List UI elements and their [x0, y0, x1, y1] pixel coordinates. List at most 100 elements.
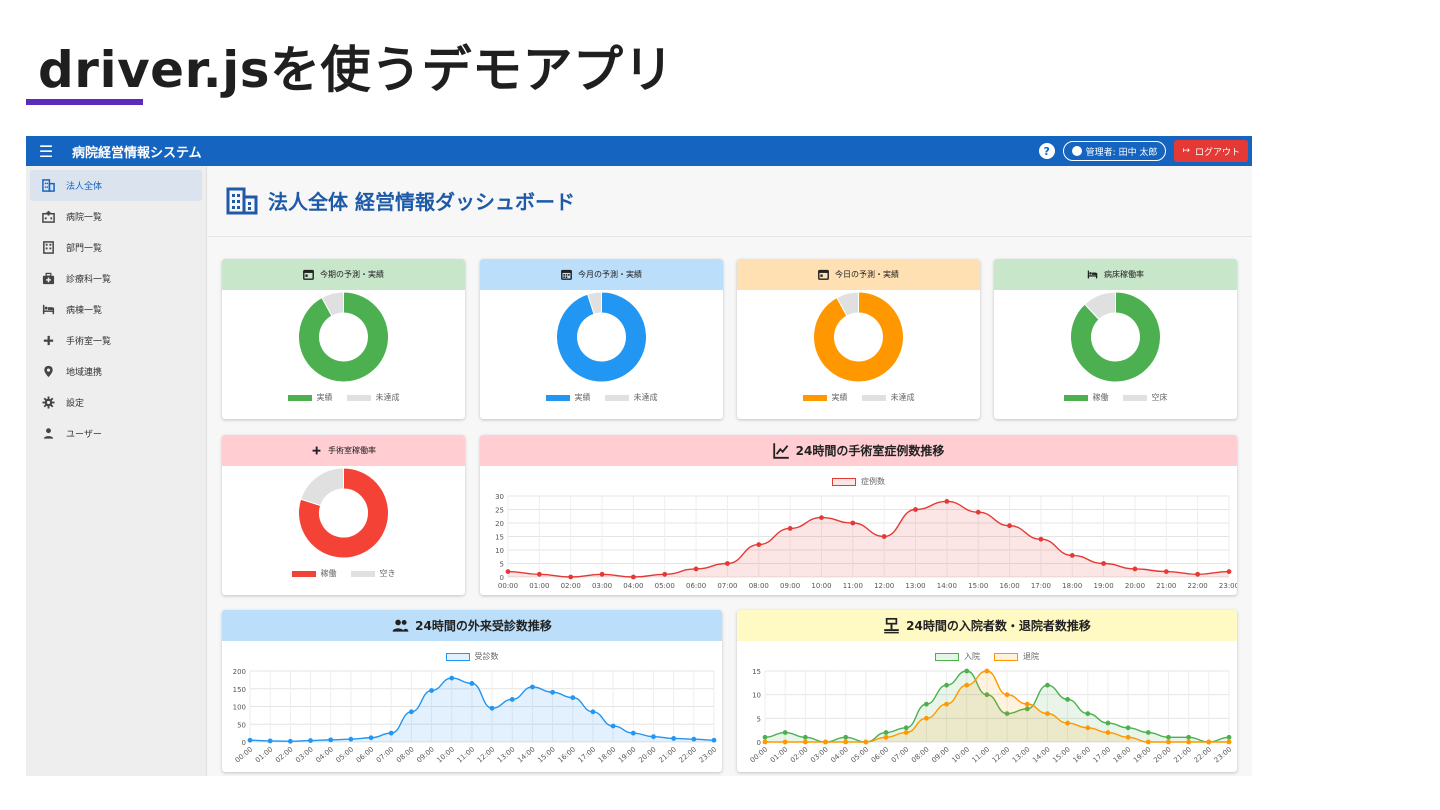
data-point[interactable] [651, 734, 656, 740]
data-point[interactable] [1004, 711, 1010, 716]
data-point[interactable] [590, 709, 596, 715]
donut-slice[interactable] [1083, 291, 1116, 321]
legend-item[interactable]: 未達成 [861, 392, 915, 403]
legend-item[interactable]: 実績 [802, 392, 848, 403]
legend-item[interactable]: 空き [350, 568, 396, 579]
data-point[interactable] [1226, 734, 1232, 740]
data-point[interactable] [691, 736, 697, 742]
data-point[interactable] [725, 561, 730, 566]
donut-slice[interactable] [300, 467, 344, 507]
donut-slice[interactable] [586, 291, 602, 315]
data-point[interactable] [1065, 720, 1071, 726]
data-point[interactable] [944, 499, 950, 504]
data-point[interactable] [1065, 697, 1071, 702]
data-point[interactable] [505, 569, 511, 574]
data-point[interactable] [630, 730, 636, 736]
data-point[interactable] [509, 697, 515, 702]
data-point[interactable] [711, 737, 717, 743]
legend-item[interactable]: 退院 [994, 651, 1039, 662]
data-point[interactable] [1145, 730, 1151, 735]
sidebar-item[interactable]: 病棟一覧 [30, 294, 202, 325]
legend-item[interactable]: 未達成 [604, 392, 658, 403]
donut-slice[interactable] [556, 291, 647, 383]
user-chip[interactable]: 管理者: 田中 太郎 [1062, 141, 1167, 161]
data-point[interactable] [903, 725, 909, 731]
data-point[interactable] [843, 734, 849, 740]
data-point[interactable] [408, 709, 414, 715]
data-point[interactable] [964, 682, 970, 688]
sidebar-item[interactable]: 診療科一覧 [30, 263, 202, 294]
data-point[interactable] [599, 571, 605, 577]
data-point[interactable] [247, 737, 253, 743]
help-icon[interactable]: ? [1038, 143, 1055, 159]
menu-icon[interactable]: ☰ [38, 141, 54, 161]
data-point[interactable] [1038, 536, 1044, 542]
data-point[interactable] [1226, 739, 1232, 745]
data-point[interactable] [1069, 553, 1075, 558]
data-point[interactable] [782, 730, 788, 735]
data-point[interactable] [388, 730, 394, 736]
legend-item[interactable]: 入院 [935, 651, 980, 662]
data-point[interactable] [802, 739, 808, 745]
data-point[interactable] [1105, 730, 1111, 735]
data-point[interactable] [903, 730, 909, 735]
legend-item[interactable]: 受診数 [445, 651, 499, 662]
data-point[interactable] [819, 515, 824, 520]
data-point[interactable] [843, 739, 849, 745]
sidebar-item[interactable]: 手術室一覧 [30, 325, 202, 356]
data-point[interactable] [883, 734, 889, 740]
donut-slice[interactable] [1070, 291, 1161, 383]
data-point[interactable] [944, 682, 949, 688]
data-point[interactable] [287, 738, 293, 744]
data-point[interactable] [923, 715, 929, 721]
data-point[interactable] [550, 689, 556, 695]
data-point[interactable] [823, 739, 828, 745]
donut-slice[interactable] [298, 467, 389, 559]
data-point[interactable] [1007, 523, 1012, 529]
data-point[interactable] [984, 668, 990, 674]
data-point[interactable] [328, 737, 334, 743]
data-point[interactable] [469, 681, 475, 686]
data-point[interactable] [489, 705, 495, 711]
data-point[interactable] [1163, 569, 1169, 574]
sidebar-item[interactable]: 病院一覧 [30, 201, 202, 232]
data-point[interactable] [756, 542, 762, 547]
data-point[interactable] [984, 692, 990, 698]
data-point[interactable] [762, 739, 768, 745]
legend-item[interactable]: 実績 [545, 392, 591, 403]
data-point[interactable] [1166, 739, 1171, 745]
data-point[interactable] [449, 675, 455, 681]
data-point[interactable] [787, 526, 793, 531]
donut-slice[interactable] [836, 291, 859, 317]
donut-slice[interactable] [813, 291, 904, 383]
data-point[interactable] [913, 507, 918, 512]
data-point[interactable] [1004, 692, 1010, 698]
legend-item[interactable]: 稼働 [1063, 392, 1109, 403]
data-point[interactable] [782, 739, 788, 745]
legend-item[interactable]: 稼働 [291, 568, 337, 579]
data-point[interactable] [1024, 706, 1030, 712]
data-point[interactable] [883, 730, 889, 735]
data-point[interactable] [1125, 725, 1131, 731]
logout-button[interactable]: ↦ ログアウト [1174, 140, 1248, 162]
data-point[interactable] [568, 574, 574, 580]
data-point[interactable] [1045, 682, 1050, 688]
data-point[interactable] [1186, 734, 1192, 740]
sidebar-item[interactable]: 地域連携 [30, 356, 202, 387]
data-point[interactable] [308, 738, 313, 743]
sidebar-item[interactable]: 部門一覧 [30, 232, 202, 263]
sidebar-item[interactable]: 法人全体 [30, 170, 202, 201]
data-point[interactable] [964, 668, 970, 674]
data-point[interactable] [762, 734, 768, 740]
legend-item[interactable]: 症例数 [832, 476, 885, 487]
data-point[interactable] [368, 735, 374, 741]
data-point[interactable] [1132, 566, 1138, 572]
data-point[interactable] [630, 574, 636, 580]
data-point[interactable] [429, 688, 434, 693]
legend-item[interactable]: 空床 [1122, 392, 1168, 403]
data-point[interactable] [1206, 739, 1212, 745]
data-point[interactable] [863, 739, 869, 745]
data-point[interactable] [1024, 701, 1030, 707]
data-point[interactable] [850, 520, 856, 526]
data-point[interactable] [944, 701, 949, 707]
